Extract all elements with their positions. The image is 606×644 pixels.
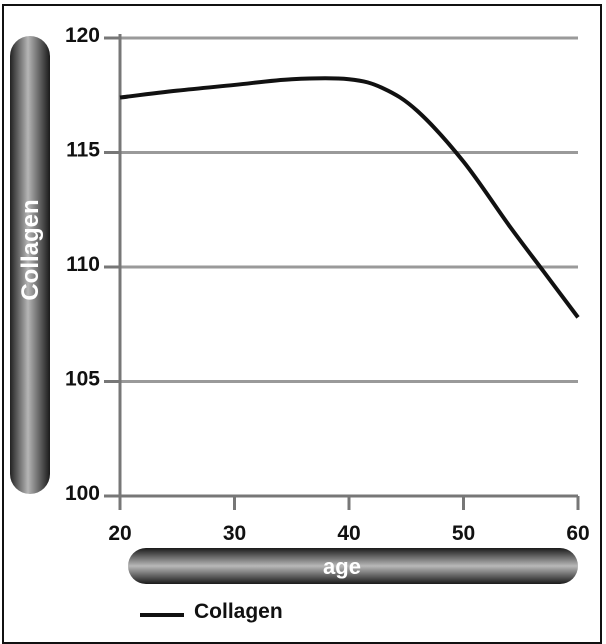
axes — [104, 34, 580, 510]
x-tick-labels: 20 30 40 50 60 — [108, 522, 589, 545]
y-tick-label-115: 115 — [66, 139, 100, 162]
y-tick-label-105: 105 — [65, 368, 100, 391]
x-tick-label-50: 50 — [452, 522, 475, 545]
y-tick-label-110: 110 — [66, 253, 100, 276]
x-axis-label-pill — [128, 548, 578, 584]
series-lines — [119, 76, 580, 319]
y-tick-label-120: 120 — [65, 24, 100, 47]
x-tick-label-20: 20 — [108, 522, 131, 545]
x-tick-label-40: 40 — [337, 522, 360, 545]
y-axis-label: Collagen — [17, 199, 44, 300]
legend: Collagen — [140, 600, 283, 623]
x-tick-label-30: 30 — [223, 522, 246, 545]
y-tick-labels: 100 105 110 115 120 — [65, 24, 100, 505]
x-axis-label: age — [323, 554, 361, 579]
legend-label-collagen: Collagen — [194, 600, 283, 623]
y-axis-label-pill — [10, 36, 50, 494]
series-line-collagen — [119, 76, 580, 319]
x-tick-label-60: 60 — [566, 522, 589, 545]
grid-lines — [120, 36, 578, 383]
y-tick-label-100: 100 — [65, 482, 100, 505]
